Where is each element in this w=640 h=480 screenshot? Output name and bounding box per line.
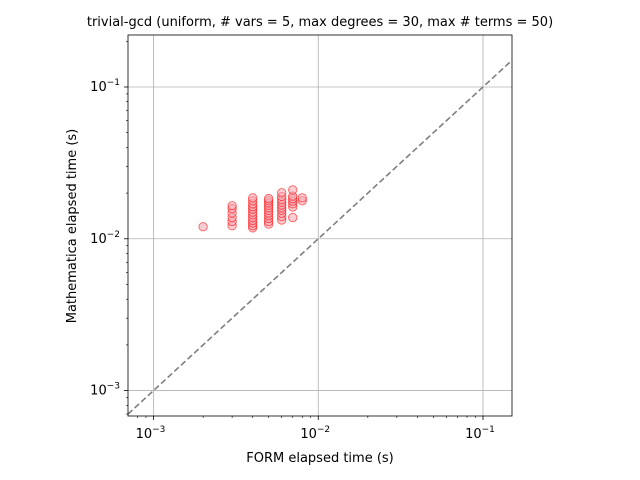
x-tick-label: 10−2 <box>300 425 330 442</box>
y-axis-ticks: 10−3 10−2 10−1 <box>90 40 128 415</box>
x-tick-label: 10−3 <box>136 425 166 442</box>
chart-title: trivial-gcd (uniform, # vars = 5, max de… <box>87 15 553 30</box>
data-point <box>288 212 298 223</box>
y-tick-label: 10−3 <box>90 382 120 399</box>
gridlines <box>128 35 512 416</box>
plot-area <box>128 35 512 416</box>
y-tick-label: 10−2 <box>90 230 120 247</box>
data-point <box>248 193 258 203</box>
x-axis-label: FORM elapsed time (s) <box>246 451 394 466</box>
data-point <box>198 222 208 232</box>
identity-reference-line <box>127 59 513 415</box>
y-axis-label: Mathematica elapsed time (s) <box>65 129 80 324</box>
x-tick-label: 10−1 <box>465 425 495 442</box>
data-point <box>297 193 307 203</box>
data-point <box>288 185 298 195</box>
plot-frame <box>127 34 513 417</box>
data-point <box>277 188 287 198</box>
data-points <box>198 185 307 233</box>
data-point <box>227 201 237 211</box>
x-axis-ticks: 10−3 10−2 10−1 <box>136 416 495 442</box>
data-point <box>264 193 274 204</box>
reference-line-y-equals-x <box>127 59 513 415</box>
y-tick-label: 10−1 <box>90 78 120 95</box>
